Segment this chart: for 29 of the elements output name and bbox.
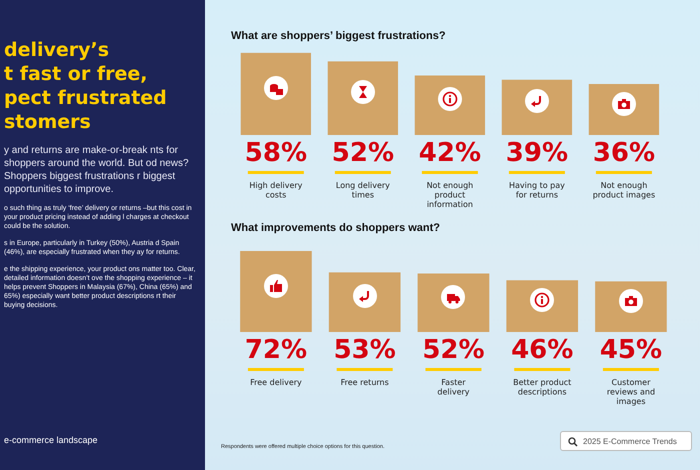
text: 2025 E-Commerce Trends [560, 431, 692, 451]
data-label: 39% [506, 138, 568, 168]
data-label: 45% [600, 334, 662, 365]
x-tick-label: Having to pay for returns [508, 180, 566, 200]
x-tick-label: Better product descriptions [513, 378, 572, 396]
text: y and returns are make-or-break nts for shoppers around the world. But od news? Shoppers biggest frustrations r biggest opportunities to improve. [4, 144, 190, 196]
x-tick-label: Not enough product images [592, 180, 656, 200]
x-tick-label: Free delivery [250, 378, 302, 387]
x-tick-label: High delivery costs [249, 180, 303, 200]
data-label: 36% [592, 138, 656, 168]
x-tick-label: Faster delivery [437, 378, 470, 396]
x-tick-label: Long delivery times [336, 180, 390, 200]
data-label: 58% [244, 138, 307, 168]
text: e-commerce landscape [4, 435, 98, 445]
bar [240, 52, 312, 135]
x-tick-label: Customer reviews and images [606, 378, 656, 406]
data-label: 52% [422, 334, 485, 365]
chart-title: What improvements do shoppers want? [231, 222, 440, 234]
bar [328, 61, 398, 135]
data-label: 42% [418, 138, 482, 168]
chart-title: What are shoppers’ biggest frustrations? [231, 30, 446, 42]
bar [240, 251, 312, 332]
data-label: 46% [511, 334, 574, 365]
x-tick-label: Not enough product information [426, 180, 474, 210]
data-label: 72% [244, 334, 308, 365]
data-label: 52% [332, 138, 394, 168]
x-tick-label: Free returns [340, 378, 389, 387]
text: delivery’s t fast or free, pect frustrated stomers [4, 38, 168, 134]
data-label: 53% [334, 334, 396, 365]
